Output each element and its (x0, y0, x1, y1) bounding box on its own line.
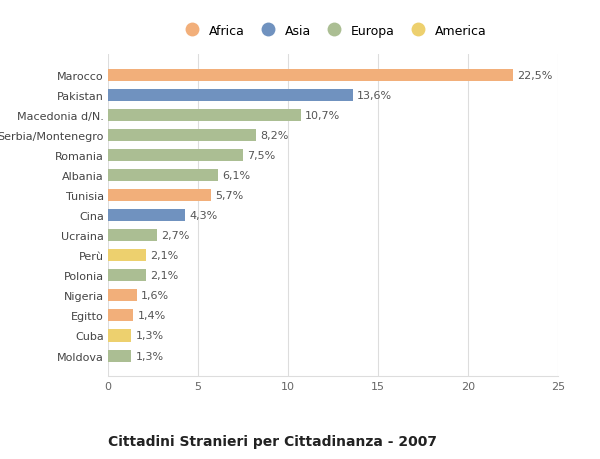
Legend: Africa, Asia, Europa, America: Africa, Asia, Europa, America (174, 20, 492, 43)
Text: 1,6%: 1,6% (142, 291, 169, 301)
Text: 4,3%: 4,3% (190, 211, 218, 221)
Text: 22,5%: 22,5% (517, 71, 553, 81)
Bar (108, 310, 133, 322)
Text: 6,1%: 6,1% (223, 171, 250, 181)
Text: 1,4%: 1,4% (138, 311, 166, 321)
Bar (108, 170, 218, 182)
Text: 13,6%: 13,6% (357, 91, 392, 101)
Bar (108, 210, 185, 222)
Bar (108, 270, 146, 282)
Text: 2,7%: 2,7% (161, 231, 190, 241)
Text: 7,5%: 7,5% (248, 151, 276, 161)
Text: 8,2%: 8,2% (260, 131, 289, 141)
Bar (108, 250, 146, 262)
Bar (108, 110, 301, 122)
Text: Cittadini Stranieri per Cittadinanza - 2007: Cittadini Stranieri per Cittadinanza - 2… (108, 434, 437, 448)
Bar (108, 130, 256, 142)
Bar (108, 70, 513, 82)
Bar (108, 330, 131, 342)
Text: 10,7%: 10,7% (305, 111, 340, 121)
Bar (108, 150, 243, 162)
Bar (108, 290, 137, 302)
Bar (108, 230, 157, 242)
Bar (108, 90, 353, 102)
Bar (108, 350, 131, 362)
Text: 2,1%: 2,1% (151, 251, 179, 261)
Text: 5,7%: 5,7% (215, 191, 244, 201)
Bar (108, 190, 211, 202)
Text: 1,3%: 1,3% (136, 331, 164, 341)
Text: 1,3%: 1,3% (136, 351, 164, 361)
Text: 2,1%: 2,1% (151, 271, 179, 281)
